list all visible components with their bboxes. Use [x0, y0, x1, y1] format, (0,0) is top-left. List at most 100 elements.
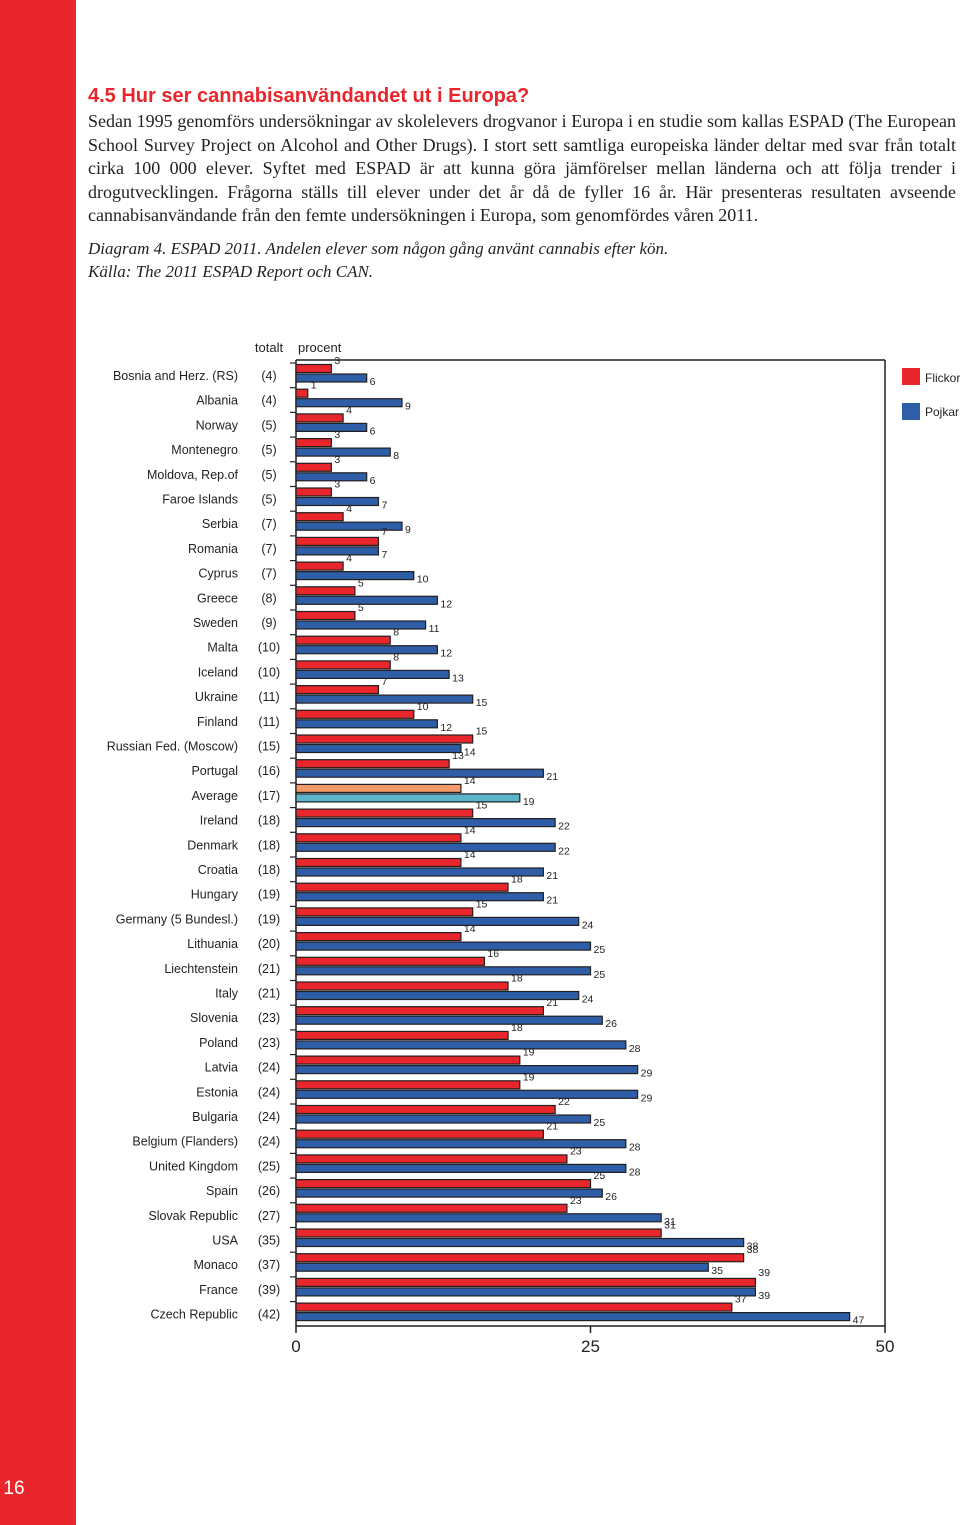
value-label-girls: 5	[358, 602, 364, 614]
value-label-girls: 23	[570, 1195, 582, 1207]
category-label: USA	[212, 1234, 238, 1248]
total-value: (21)	[258, 962, 280, 976]
section-heading: 4.5 Hur ser cannabisanvändandet ut i Eur…	[88, 85, 530, 107]
category-label: France	[199, 1283, 238, 1297]
bar-girls	[295, 635, 391, 645]
value-label-boys: 24	[582, 994, 594, 1006]
category-label: Czech Republic	[150, 1308, 238, 1322]
bar-boys	[295, 1163, 627, 1174]
bar-boys	[295, 867, 544, 877]
total-value: (4)	[261, 369, 276, 383]
bar-girls	[295, 833, 462, 843]
bar-girls	[295, 1277, 757, 1288]
value-label-boys: 26	[605, 1018, 617, 1030]
bar-girls	[295, 783, 462, 793]
category-label: Liechtenstein	[164, 962, 238, 976]
value-label-boys: 25	[594, 969, 606, 981]
category-label: Bosnia and Herz. (RS)	[113, 369, 238, 383]
value-label-boys: 9	[405, 524, 411, 536]
total-value: (5)	[261, 418, 276, 432]
x-tick-label: 25	[581, 1337, 600, 1356]
bar-girls	[295, 931, 462, 942]
total-value: (11)	[258, 690, 279, 704]
value-label-girls: 3	[334, 479, 340, 491]
bar-girls	[295, 685, 380, 695]
bar-girls	[295, 857, 462, 868]
value-label-girls: 7	[381, 526, 387, 538]
value-label-girls: 4	[346, 553, 352, 565]
value-label-boys: 12	[440, 648, 452, 660]
category-label: Romania	[188, 542, 238, 556]
value-label-girls: 13	[452, 750, 464, 762]
value-label-boys: 29	[641, 1092, 653, 1104]
value-label-girls: 18	[511, 874, 523, 886]
bar-boys	[295, 620, 427, 630]
total-value: (24)	[258, 1135, 280, 1149]
value-label-girls: 23	[570, 1145, 582, 1157]
bar-girls	[295, 610, 356, 621]
category-label: United Kingdom	[149, 1159, 238, 1173]
bar-girls	[295, 981, 509, 991]
total-value: (5)	[261, 468, 276, 482]
value-label-girls: 22	[558, 1096, 570, 1108]
total-value: (37)	[258, 1258, 280, 1272]
bar-girls	[295, 363, 332, 374]
value-label-boys: 21	[546, 771, 558, 783]
category-label: Ireland	[200, 814, 238, 828]
bar-boys	[295, 966, 592, 976]
value-label-girls: 7	[381, 676, 387, 688]
value-label-boys: 31	[664, 1216, 676, 1228]
total-value: (19)	[258, 888, 280, 902]
value-label-boys: 39	[758, 1290, 770, 1302]
value-label-boys: 22	[558, 845, 570, 857]
page-number: 16	[3, 1478, 25, 1499]
total-value: (11)	[258, 715, 279, 729]
bar-girls	[295, 1080, 521, 1090]
value-label-boys: 28	[629, 1043, 641, 1055]
category-label: Finland	[197, 715, 238, 729]
value-label-boys: 9	[405, 401, 411, 413]
value-label-girls: 8	[393, 627, 399, 639]
header-unit: procent	[298, 340, 342, 355]
bar-girls	[295, 1129, 544, 1139]
value-label-boys: 13	[452, 672, 464, 684]
bar-boys	[295, 1188, 603, 1198]
value-label-boys: 6	[370, 475, 376, 487]
total-value: (7)	[261, 567, 276, 581]
legend-label-boys: Pojkar	[925, 405, 959, 419]
caption-line-1: Diagram 4. ESPAD 2011. Andelen elever so…	[88, 238, 669, 258]
total-value: (24)	[258, 1110, 280, 1124]
bar-girls	[295, 536, 380, 546]
bar-girls	[295, 388, 309, 398]
value-label-girls: 37	[735, 1294, 747, 1306]
value-label-boys: 7	[381, 549, 387, 561]
total-value: (25)	[258, 1159, 280, 1173]
total-value: (24)	[258, 1085, 280, 1099]
bar-girls	[295, 1055, 521, 1065]
bar-boys	[295, 398, 403, 408]
total-value: (16)	[258, 764, 280, 778]
value-label-girls: 3	[334, 429, 340, 441]
total-value: (5)	[261, 493, 276, 507]
total-value: (17)	[258, 789, 280, 803]
value-label-boys: 8	[393, 450, 399, 462]
value-label-girls: 4	[346, 503, 352, 515]
value-label-boys: 12	[440, 722, 452, 734]
value-label-girls: 14	[464, 775, 476, 787]
bar-boys	[295, 373, 368, 383]
bar-girls	[295, 462, 332, 472]
bar-boys	[295, 990, 580, 1001]
bar-boys	[295, 496, 380, 507]
value-label-girls: 14	[464, 923, 476, 935]
category-label: Albania	[196, 394, 238, 408]
bar-girls	[295, 709, 415, 719]
total-value: (7)	[261, 517, 276, 531]
value-label-boys: 11	[429, 623, 440, 635]
value-label-boys: 47	[853, 1315, 865, 1327]
total-value: (10)	[258, 665, 280, 679]
value-label-boys: 25	[594, 944, 606, 956]
bar-girls	[295, 1302, 733, 1312]
value-label-boys: 7	[381, 500, 387, 512]
bar-boys	[295, 793, 521, 803]
value-label-girls: 8	[393, 651, 399, 663]
